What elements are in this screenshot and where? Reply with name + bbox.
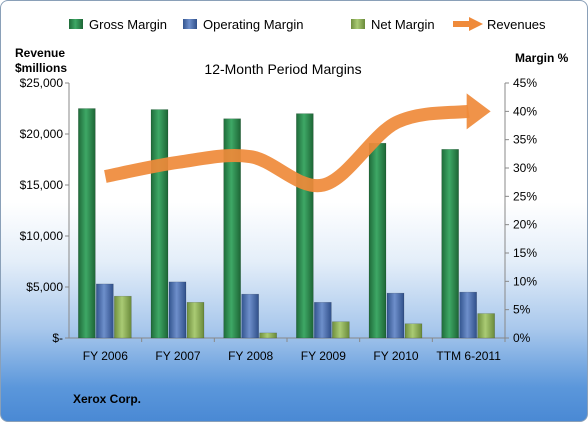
right-axis-ticks: 0% 5% 10% 15% 20% 25% 30% 35% 40% 45%	[505, 76, 537, 345]
legend-swatch-operating-margin	[183, 19, 197, 29]
legend-label-revenues: Revenues	[487, 17, 546, 32]
left-axis-title-line2: $millions	[15, 61, 67, 75]
revenues-series	[104, 93, 491, 193]
chart-title: 12-Month Period Margins	[204, 61, 361, 77]
x-tick-label: FY 2007	[155, 349, 200, 363]
bar-operating-margin	[96, 283, 114, 339]
right-axis-title: Margin %	[515, 51, 569, 65]
bar-net-margin	[259, 332, 277, 339]
bar-net-margin	[477, 313, 495, 339]
bar-net-margin	[404, 323, 423, 339]
bar-gross-margin	[223, 118, 241, 339]
bar-operating-margin	[168, 281, 187, 339]
company-name: Xerox Corp.	[73, 392, 141, 406]
revenues-line	[104, 104, 470, 193]
legend-swatch-gross-margin	[69, 19, 83, 29]
right-tick-label: 40%	[513, 104, 537, 118]
right-tick-label: 0%	[513, 331, 531, 345]
bar-operating-margin	[459, 291, 477, 339]
left-tick-label: $25,000	[20, 76, 64, 90]
bar-operating-margin	[386, 292, 405, 339]
left-tick-label: $-	[52, 331, 63, 345]
legend-label-gross-margin: Gross Margin	[89, 17, 167, 32]
legend-arrow-revenues	[453, 17, 483, 31]
bar-operating-margin	[241, 293, 259, 339]
x-tick-label: TTM 6-2011	[436, 349, 501, 363]
bar-gross-margin	[150, 109, 169, 339]
bars	[78, 108, 495, 339]
right-tick-label: 45%	[513, 76, 537, 90]
revenues-arrowhead	[466, 93, 491, 130]
left-tick-label: $20,000	[20, 127, 64, 141]
bar-net-margin	[114, 295, 132, 339]
right-tick-label: 5%	[513, 303, 531, 317]
legend-label-net-margin: Net Margin	[371, 17, 435, 32]
left-axis-ticks: $- $5,000 $10,000 $15,000 $20,000 $25,000	[20, 76, 69, 345]
bar-net-margin	[186, 302, 205, 339]
x-tick-label: FY 2008	[228, 349, 273, 363]
x-tick-label: FY 2006	[83, 349, 128, 363]
x-tick-label: FY 2010	[373, 349, 418, 363]
bar-operating-margin	[314, 302, 332, 339]
left-axis-title-line1: Revenue	[15, 46, 65, 60]
bar-gross-margin	[296, 113, 314, 339]
bar-gross-margin	[78, 108, 96, 339]
bar-gross-margin	[441, 149, 459, 339]
right-tick-label: 30%	[513, 161, 537, 175]
legend: Gross Margin Operating Margin Net Margin…	[69, 17, 546, 32]
right-tick-label: 35%	[513, 133, 537, 147]
right-tick-label: 10%	[513, 274, 537, 288]
right-tick-label: 15%	[513, 246, 537, 260]
right-tick-label: 25%	[513, 189, 537, 203]
right-tick-label: 20%	[513, 218, 537, 232]
left-tick-label: $5,000	[26, 280, 63, 294]
legend-label-operating-margin: Operating Margin	[203, 17, 303, 32]
x-tick-label: FY 2009	[301, 349, 346, 363]
left-tick-label: $10,000	[20, 229, 64, 243]
legend-swatch-net-margin	[351, 19, 365, 29]
bar-net-margin	[332, 321, 350, 339]
bar-gross-margin	[368, 142, 387, 339]
x-axis-labels: FY 2006 FY 2007 FY 2008 FY 2009 FY 2010 TTM 6…	[83, 338, 506, 363]
left-tick-label: $15,000	[20, 178, 64, 192]
